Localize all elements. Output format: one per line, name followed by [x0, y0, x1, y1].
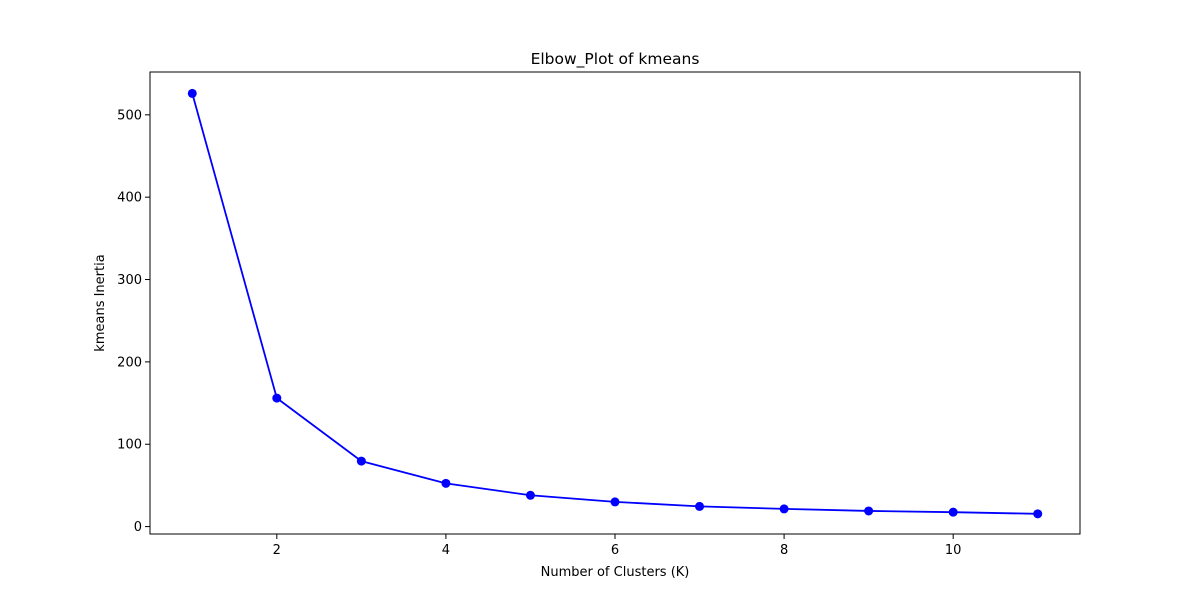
y-axis-label: kmeans Inertia	[93, 254, 108, 351]
y-tick-label: 100	[117, 438, 142, 453]
x-tick-label: 2	[273, 543, 281, 558]
series-layer	[187, 88, 1043, 519]
chart-title: Elbow_Plot of kmeans	[531, 50, 700, 69]
y-tick-label: 0	[134, 520, 142, 535]
plot-area-frame	[149, 71, 1081, 535]
series-line	[191, 93, 1038, 515]
y-tick-label: 400	[117, 191, 142, 206]
x-axis: 2 4 6 8 10	[273, 534, 962, 558]
data-point	[695, 501, 705, 511]
data-point	[1033, 509, 1043, 519]
y-tick-label: 300	[117, 273, 142, 288]
data-point	[864, 506, 874, 516]
data-point	[948, 507, 958, 517]
y-axis: 0 100 200 300 400 500	[117, 108, 150, 535]
y-tick-label: 500	[117, 108, 142, 123]
data-point	[272, 393, 282, 403]
x-tick-label: 6	[611, 543, 619, 558]
data-point	[441, 478, 451, 488]
x-tick-label: 10	[945, 543, 962, 558]
data-point	[187, 88, 197, 98]
x-tick-label: 8	[780, 543, 788, 558]
x-axis-label: Number of Clusters (K)	[541, 565, 690, 580]
y-tick-label: 200	[117, 355, 142, 370]
data-point	[525, 490, 535, 500]
x-tick-label: 4	[442, 543, 450, 558]
data-point	[610, 497, 620, 507]
data-point	[356, 456, 366, 466]
data-point	[779, 504, 789, 514]
